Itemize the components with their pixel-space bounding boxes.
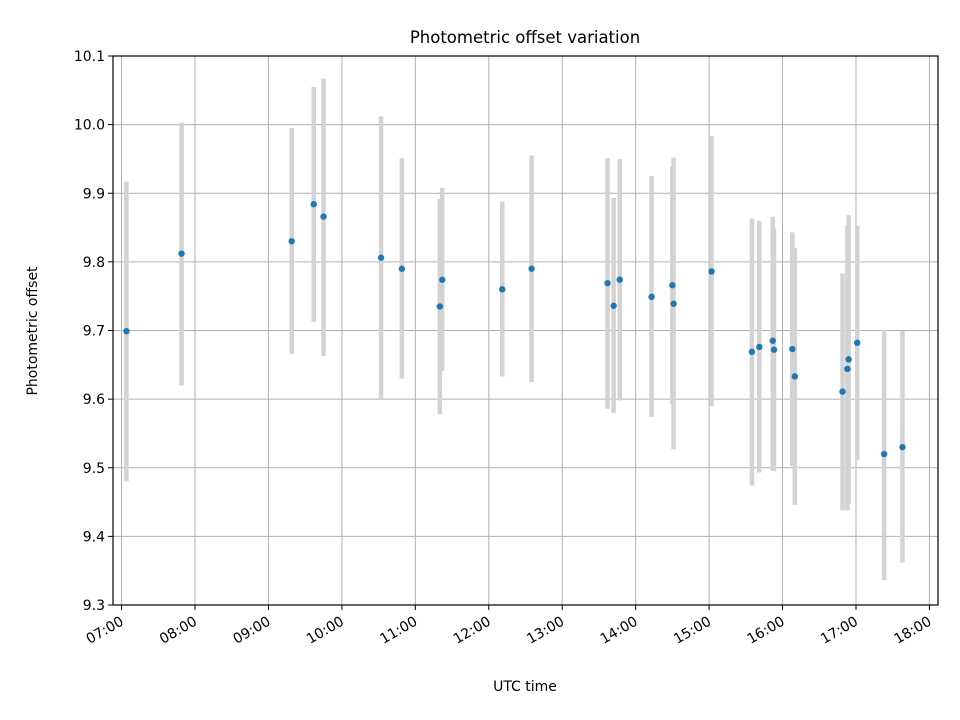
data-point bbox=[845, 356, 852, 363]
data-point bbox=[770, 346, 778, 353]
data-point bbox=[320, 213, 327, 220]
data-point bbox=[178, 250, 185, 257]
data-point bbox=[854, 339, 861, 347]
data-point bbox=[756, 343, 763, 351]
y-tick-label: 9.7 bbox=[83, 324, 105, 340]
data-point bbox=[669, 282, 676, 289]
data-point bbox=[499, 286, 506, 293]
data-point bbox=[436, 303, 444, 310]
data-point bbox=[439, 276, 446, 283]
data-points bbox=[123, 201, 906, 458]
data-point bbox=[844, 365, 851, 373]
data-point bbox=[377, 254, 385, 261]
data-point bbox=[708, 268, 715, 275]
data-point bbox=[880, 450, 888, 458]
data-point bbox=[789, 345, 796, 353]
chart-title: Photometric offset variation bbox=[410, 28, 640, 47]
data-point bbox=[604, 279, 611, 287]
y-tick-label: 10.0 bbox=[74, 118, 105, 134]
data-point bbox=[610, 302, 617, 309]
data-point bbox=[398, 265, 406, 272]
y-tick-label: 9.8 bbox=[83, 255, 105, 271]
data-point bbox=[791, 373, 798, 380]
data-point bbox=[670, 300, 677, 307]
y-tick-label: 10.1 bbox=[74, 49, 105, 65]
data-point bbox=[528, 265, 535, 272]
y-tick-label: 9.5 bbox=[83, 461, 105, 477]
y-axis-label: Photometric offset bbox=[25, 266, 41, 396]
data-point bbox=[839, 388, 846, 395]
y-tick-label: 9.3 bbox=[83, 598, 105, 614]
data-point bbox=[899, 443, 906, 451]
data-point bbox=[769, 337, 776, 344]
y-axis-ticks: 9.3 9.4 9.5 9.6 9.7 9.8 9.9 10.0 10.1 bbox=[74, 49, 113, 614]
y-tick-label: 9.4 bbox=[83, 529, 105, 545]
y-tick-label: 9.9 bbox=[83, 186, 105, 202]
data-point bbox=[123, 327, 130, 335]
data-point bbox=[288, 238, 295, 245]
x-axis-label: UTC time bbox=[493, 679, 557, 695]
data-point bbox=[748, 348, 756, 355]
data-point bbox=[310, 201, 317, 208]
data-point bbox=[648, 293, 655, 301]
y-tick-label: 9.6 bbox=[83, 392, 105, 408]
data-point bbox=[616, 276, 623, 283]
